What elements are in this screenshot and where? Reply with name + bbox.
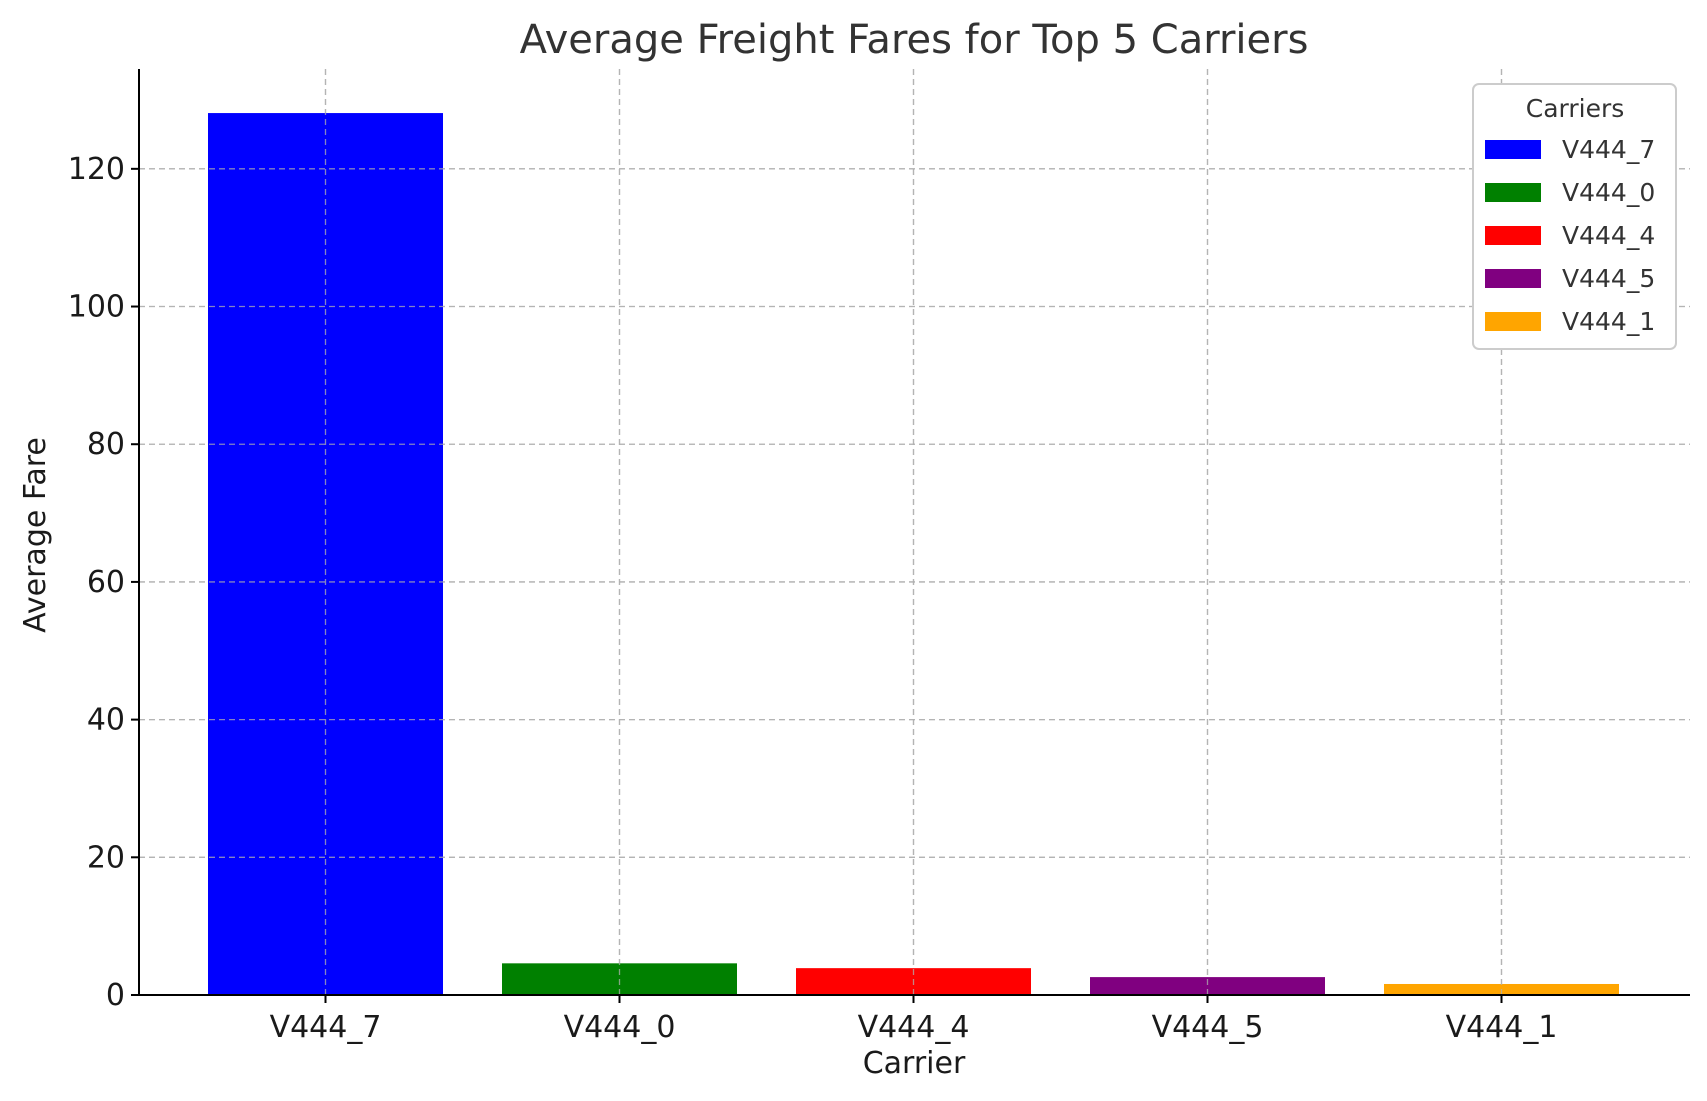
legend-title: Carriers (1526, 94, 1625, 123)
legend-label: V444_1 (1562, 307, 1655, 336)
x-ticks-group: V444_7 V444_0 V444_4 V444_5 V444_1 (270, 995, 1558, 1045)
chart-title: Average Freight Fares for Top 5 Carriers (520, 17, 1309, 63)
legend-swatch (1485, 312, 1541, 331)
y-tick-label: 120 (68, 152, 125, 187)
legend: Carriers V444_7 V444_0 V444_4 V444_5 V444_1 (1472, 83, 1677, 350)
legend-swatch (1485, 226, 1541, 245)
y-tick-label: 0 (106, 978, 125, 1013)
legend-items: V444_7 V444_0 V444_4 V444_5 V444_1 (1485, 135, 1655, 336)
x-tick-label: V444_1 (1446, 1010, 1558, 1045)
legend-swatch (1485, 269, 1541, 288)
y-ticks-group: 0 20 40 60 80 100 120 (68, 152, 139, 1013)
y-tick-label: 100 (68, 290, 125, 325)
x-axis-label: Carrier (863, 1046, 966, 1081)
legend-swatch (1485, 183, 1541, 202)
legend-swatch (1485, 140, 1541, 159)
grid-overlay (139, 69, 1690, 995)
y-axis-label: Average Fare (18, 437, 53, 633)
y-tick-label: 40 (87, 703, 125, 738)
x-tick-label: V444_0 (564, 1010, 676, 1045)
legend-label: V444_7 (1562, 135, 1655, 164)
x-tick-label: V444_4 (858, 1010, 970, 1045)
y-tick-label: 80 (87, 427, 125, 462)
x-tick-label: V444_5 (1152, 1010, 1264, 1045)
legend-label: V444_0 (1562, 178, 1655, 207)
bar-v444-5 (1090, 977, 1325, 995)
y-tick-label: 20 (87, 840, 125, 875)
y-tick-label: 60 (87, 565, 125, 600)
x-tick-label: V444_7 (270, 1010, 382, 1045)
bars-group (139, 69, 1690, 996)
legend-label: V444_4 (1562, 221, 1655, 250)
legend-label: V444_5 (1562, 264, 1655, 293)
